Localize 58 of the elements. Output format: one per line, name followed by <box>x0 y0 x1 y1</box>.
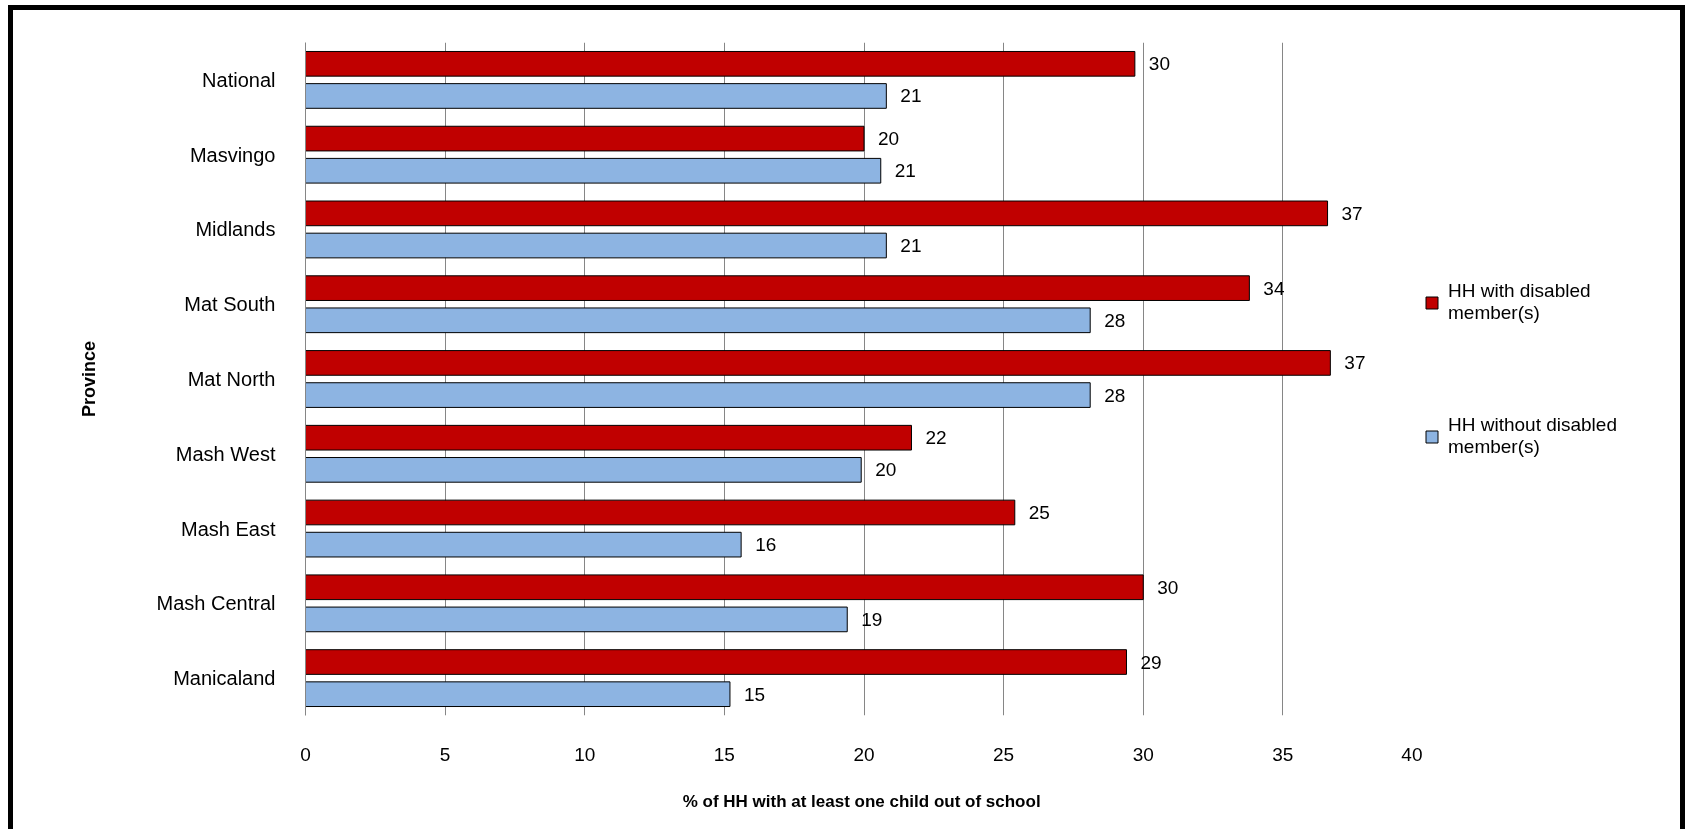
bar <box>305 307 1091 334</box>
legend-label: HH with disabled member(s) <box>1448 280 1591 324</box>
y-tick-label: National <box>202 68 276 91</box>
data-label: 16 <box>755 534 777 556</box>
y-tick-label: Masvingo <box>189 143 276 166</box>
y-tick-label: Mash East <box>181 517 276 540</box>
bar <box>305 499 1016 526</box>
y-tick-label: Mash Central <box>156 592 276 615</box>
y-tick-label: Mat South <box>184 293 276 316</box>
bar <box>305 50 1136 77</box>
bar <box>305 457 862 483</box>
bar <box>305 574 1144 601</box>
bar <box>305 125 865 152</box>
y-tick-label: Mat North <box>187 368 276 390</box>
bar <box>305 424 912 451</box>
data-label: 19 <box>861 608 883 630</box>
data-label: 25 <box>1028 501 1050 523</box>
x-tick-label: 15 <box>713 743 735 765</box>
data-label: 37 <box>1344 352 1366 374</box>
data-label: 21 <box>900 85 922 107</box>
x-tick-label: 10 <box>574 743 596 765</box>
y-tick-label: Midlands <box>195 218 276 241</box>
x-tick-label: 25 <box>993 743 1015 765</box>
bar <box>305 382 1091 408</box>
bar <box>305 649 1127 675</box>
bar <box>305 350 1331 376</box>
x-tick-label: 0 <box>300 743 311 765</box>
x-tick-label: 40 <box>1401 743 1423 765</box>
data-label: 29 <box>1140 651 1162 673</box>
data-label: 28 <box>1104 384 1126 406</box>
data-label: 22 <box>925 427 947 449</box>
data-label: 20 <box>875 459 897 481</box>
data-label: 34 <box>1263 277 1285 299</box>
data-label: 30 <box>1157 576 1179 598</box>
bar <box>305 606 848 633</box>
data-label: 37 <box>1341 202 1363 224</box>
bar <box>305 681 731 708</box>
x-axis-title: % of HH with at least one child out of school <box>682 791 1041 811</box>
bar <box>305 531 742 558</box>
bar <box>305 157 882 184</box>
legend-label: HH without disabled member(s) <box>1448 414 1617 458</box>
data-label: 21 <box>894 160 916 182</box>
x-tick-label: 30 <box>1132 743 1154 765</box>
data-label: 21 <box>900 235 922 257</box>
bar <box>305 200 1329 227</box>
x-tick-label: 35 <box>1272 743 1294 765</box>
y-tick-label: Manicaland <box>173 667 276 690</box>
bar <box>305 83 887 109</box>
bar <box>305 275 1250 301</box>
x-tick-label: 20 <box>853 743 875 765</box>
y-tick-label: Mash West <box>175 442 276 465</box>
y-axis-title: Province <box>78 340 99 418</box>
data-label: 30 <box>1148 53 1171 75</box>
data-label: 20 <box>878 128 900 150</box>
bar <box>305 232 887 259</box>
data-label: 15 <box>743 683 766 705</box>
x-tick-label: 5 <box>439 743 451 765</box>
data-label: 28 <box>1104 309 1126 331</box>
